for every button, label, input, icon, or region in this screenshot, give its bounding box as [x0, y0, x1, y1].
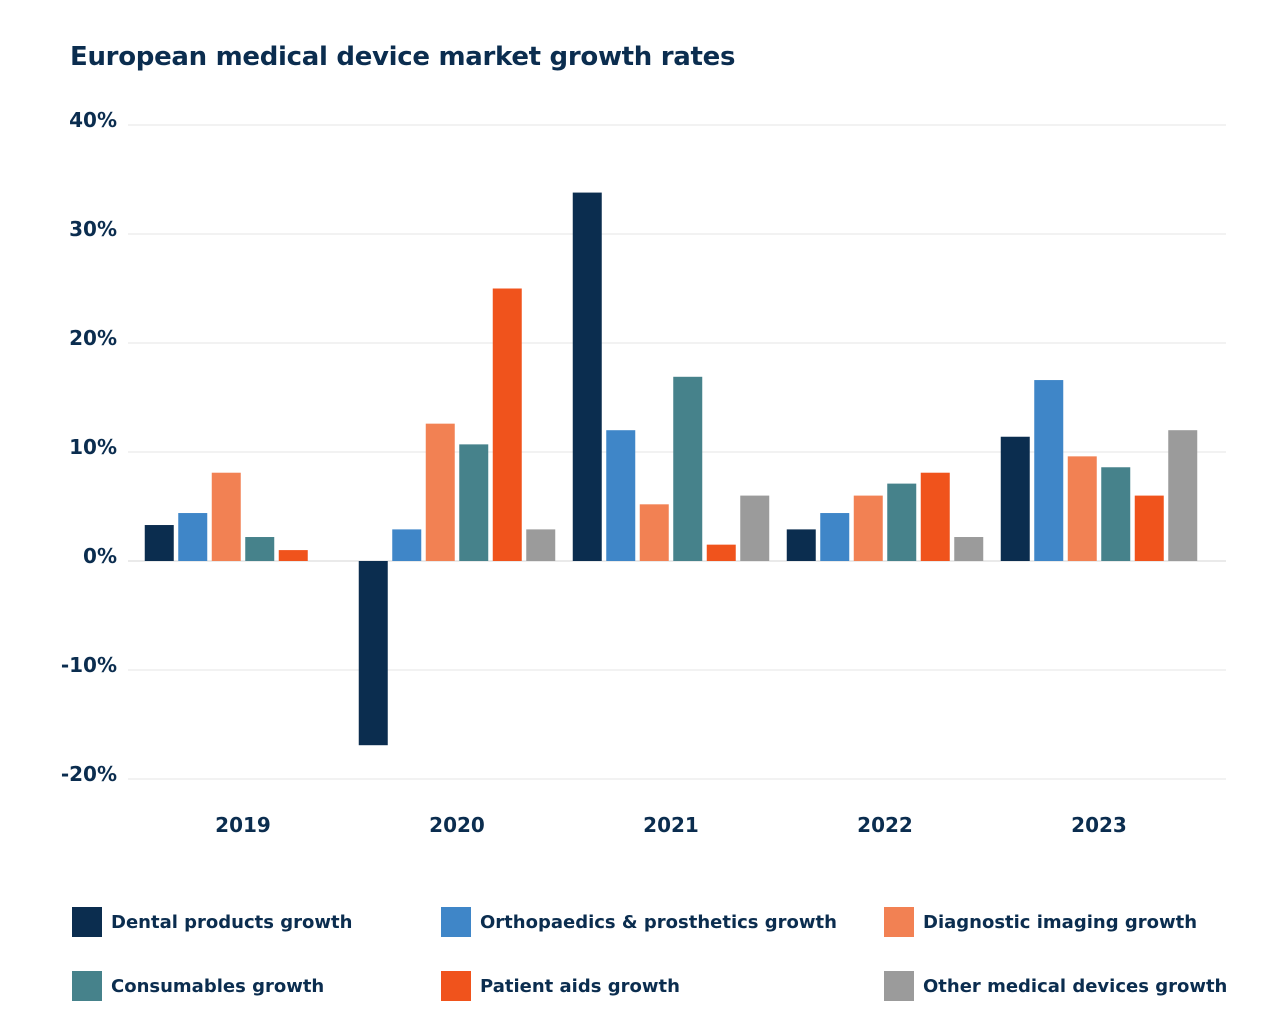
bar-2023-5	[1134, 495, 1164, 561]
bar-2023-2	[1034, 380, 1064, 561]
bar-2020-2	[392, 529, 422, 561]
bar-2019-1	[144, 525, 174, 561]
y-axis-ticks: -20% -10% 0% 10% 20% 30% 40%	[61, 108, 117, 786]
bar-2021-6	[740, 495, 770, 561]
legend-item: Dental products growth	[72, 906, 352, 938]
y-tick-label: 20%	[69, 326, 117, 350]
x-tick-label: 2021	[643, 813, 699, 837]
x-tick-label: 2019	[215, 813, 271, 837]
bar-2023-1	[1000, 436, 1030, 561]
bar-2022-1	[786, 529, 816, 561]
legend-item: Orthopaedics & prosthetics growth	[441, 906, 837, 938]
legend-swatch	[441, 971, 471, 1001]
bar-2020-1	[358, 561, 388, 746]
y-tick-label: 30%	[69, 217, 117, 241]
bar-2019-3	[211, 472, 241, 561]
bar-2020-3	[425, 423, 455, 561]
bar-2021-5	[706, 544, 736, 561]
legend-swatch	[884, 907, 914, 937]
legend-swatch	[72, 907, 102, 937]
bar-2020-6	[526, 529, 556, 561]
chart-area: -20%-10%0%10%20%30%40% 2019 2020 2021 2022 2…	[61, 108, 1226, 837]
y-tick-label: 40%	[69, 108, 117, 132]
legend-item: Patient aids growth	[441, 970, 680, 1002]
bar-2021-2	[606, 430, 636, 561]
bar-2019-5	[278, 550, 308, 561]
bar-2022-2	[820, 513, 850, 561]
x-tick-label: 2022	[857, 813, 913, 837]
legend-label: Other medical devices growth	[923, 975, 1228, 997]
bar-2020-5	[492, 288, 522, 561]
x-axis-ticks: 2019 2020 2021 2022 2023	[215, 813, 1127, 837]
bar-2023-3	[1067, 456, 1097, 561]
legend-label: Dental products growth	[111, 911, 353, 933]
bar-2022-6	[954, 537, 984, 561]
y-tick-label: 0%	[83, 544, 117, 568]
legend-swatch	[884, 971, 914, 1001]
legend-swatch	[441, 907, 471, 937]
bar-2023-4	[1101, 467, 1131, 561]
legend-label: Consumables growth	[111, 975, 325, 997]
legend-item: Consumables growth	[72, 970, 324, 1002]
legend-swatch	[72, 971, 102, 1001]
bar-2022-4	[887, 483, 917, 561]
x-tick-label: 2020	[429, 813, 485, 837]
y-tick-label: 10%	[69, 435, 117, 459]
legend-item: Other medical devices growth	[884, 970, 1227, 1002]
bar-2022-3	[853, 495, 883, 561]
bar-2020-4	[459, 444, 489, 561]
x-tick-label: 2023	[1071, 813, 1127, 837]
legend: Dental products growth Orthopaedics & pro…	[72, 906, 1252, 1016]
bars	[144, 192, 1198, 746]
bar-2019-2	[178, 513, 208, 561]
bar-2023-6	[1168, 430, 1198, 561]
y-tick-label: -10%	[61, 653, 117, 677]
chart-title: European medical device market growth ra…	[70, 42, 736, 72]
bar-2022-5	[920, 472, 950, 561]
legend-label: Patient aids growth	[480, 975, 680, 997]
legend-label: Orthopaedics & prosthetics growth	[480, 911, 837, 933]
y-tick-label: -20%	[61, 762, 117, 786]
bar-2021-4	[673, 376, 703, 561]
legend-label: Diagnostic imaging growth	[923, 911, 1198, 933]
bar-2019-4	[245, 537, 275, 561]
bar-2021-1	[572, 192, 602, 561]
bar-2021-3	[639, 504, 669, 561]
legend-item: Diagnostic imaging growth	[884, 906, 1197, 938]
